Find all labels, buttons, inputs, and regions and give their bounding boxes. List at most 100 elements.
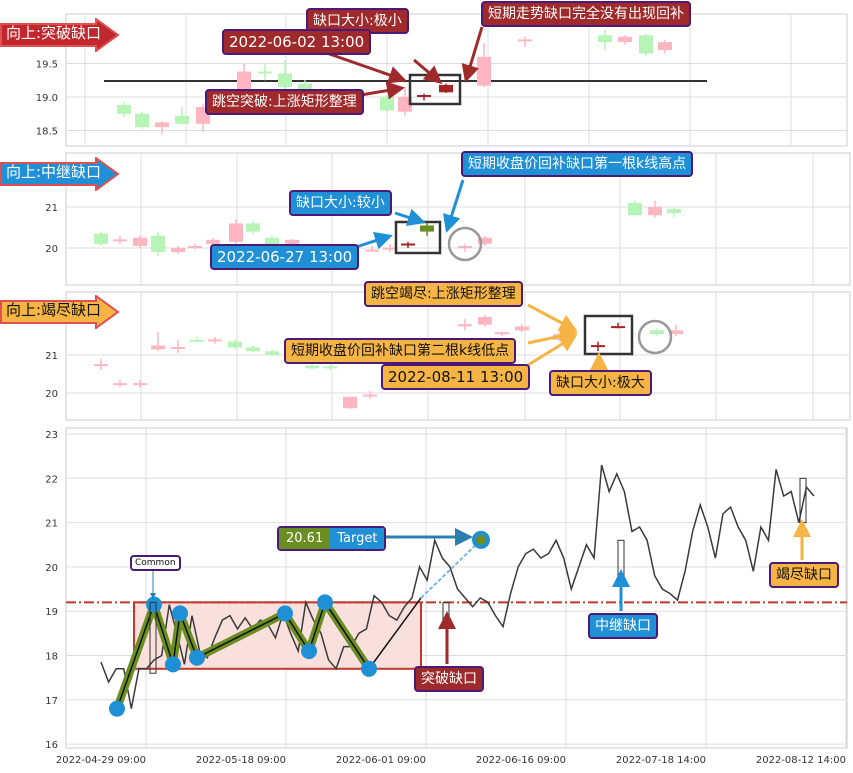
candle-body: [478, 317, 492, 325]
gap-box: [583, 314, 634, 356]
candle-body: [190, 339, 204, 342]
red-arrow-icon: [0, 18, 120, 52]
orange-arrow-icon: [0, 295, 120, 329]
candle-body: [133, 383, 147, 386]
pivot-point: [165, 656, 181, 673]
arrow-note: [442, 179, 465, 233]
candle-body: [155, 122, 169, 128]
candle-body: [305, 365, 319, 369]
pivot-point: [361, 660, 377, 677]
candle-body: [398, 97, 412, 112]
candle: [591, 341, 605, 352]
target-text: Target: [330, 528, 385, 549]
candle: [401, 241, 415, 248]
pivot-point: [109, 700, 125, 717]
p3-note-label: 短期收盘价回补缺口第二根k线低点: [284, 338, 517, 364]
p1-date-label: 2022-06-02 13:00: [222, 29, 372, 55]
arrow-pattern: [360, 81, 405, 100]
candle: [229, 219, 243, 244]
candle-body: [618, 36, 632, 43]
candle: [618, 34, 632, 45]
candle-body: [246, 347, 260, 352]
candle-body: [208, 339, 222, 342]
arrow-pattern: [527, 303, 578, 332]
candle-body: [658, 42, 672, 51]
candle: [208, 336, 222, 344]
target-value: 20.61: [279, 528, 331, 549]
candle: [658, 40, 672, 54]
fill-circle: [447, 226, 483, 262]
panel1-title: 向上:突破缺口: [0, 18, 120, 52]
price-line: [100, 464, 815, 709]
candle-body: [365, 249, 379, 252]
candle: [265, 349, 279, 356]
candle: [135, 111, 149, 130]
panel2-frame: [65, 152, 851, 286]
p3-size-label: 缺口大小:极大: [549, 370, 652, 396]
arrow-date: [527, 334, 578, 367]
candle-body: [669, 330, 683, 335]
candle-body: [175, 115, 189, 124]
y-tick-label: 20: [45, 563, 58, 574]
candle: [258, 63, 272, 81]
candle: [477, 43, 491, 87]
arrow-size: [413, 58, 443, 84]
pivot-point: [189, 649, 205, 666]
candle-body: [639, 35, 653, 54]
candle: [478, 315, 492, 327]
candle: [171, 339, 185, 354]
candle-body: [458, 324, 472, 327]
candle-body: [420, 225, 434, 232]
candle: [648, 200, 662, 218]
blue-arrow-icon: [0, 157, 120, 191]
gap-marker: [149, 601, 157, 674]
y-tick-label: 20: [45, 389, 58, 400]
candle: [151, 332, 165, 352]
candle: [228, 339, 242, 350]
panel3-title: 向上:竭尽缺口: [0, 295, 120, 329]
candle-body: [343, 396, 357, 409]
candle: [94, 358, 108, 371]
p3-date-label: 2022-08-11 13:00: [381, 364, 531, 390]
candle-body: [439, 84, 453, 93]
candle-body: [417, 94, 431, 97]
pivot-point: [317, 594, 333, 611]
arrow-size: [394, 208, 426, 226]
candle: [518, 36, 532, 47]
candle-body: [171, 347, 185, 350]
candle-body: [151, 345, 165, 350]
candle: [246, 221, 260, 234]
candle-body: [648, 207, 662, 216]
candle-body: [458, 245, 472, 248]
candle: [478, 235, 492, 246]
candle: [650, 328, 664, 336]
candle-body: [229, 223, 243, 242]
candle: [495, 331, 509, 336]
breakout-gap-label: 突破缺口: [414, 666, 484, 692]
candle-body: [401, 243, 415, 246]
candle-body: [515, 326, 529, 331]
y-tick-label: 21: [45, 519, 58, 530]
candle: [133, 235, 147, 248]
y-tick-label: 19: [45, 607, 58, 618]
candle: [323, 364, 337, 371]
candle-body: [237, 71, 251, 94]
candle: [398, 86, 412, 116]
candle-body: [265, 351, 279, 355]
pivot-point: [301, 643, 317, 660]
candle-body: [113, 239, 127, 242]
candle-body: [246, 223, 260, 232]
p2-date-label: 2022-06-27 13:00: [210, 244, 360, 270]
candle-body: [518, 39, 532, 42]
candle-body: [667, 209, 681, 214]
exhaustion-gap-label: 竭尽缺口: [769, 562, 839, 588]
y-tick-label: 19.5: [36, 60, 58, 71]
p1-pattern-label: 跳空突破:上涨矩形整理: [205, 89, 364, 115]
x-tick-label: 2022-06-16 09:00: [476, 755, 566, 766]
candle-body: [151, 235, 165, 253]
candle-body: [133, 237, 147, 246]
candle-body: [265, 237, 279, 246]
y-tick-label: 21: [45, 203, 58, 214]
candle: [133, 379, 147, 388]
